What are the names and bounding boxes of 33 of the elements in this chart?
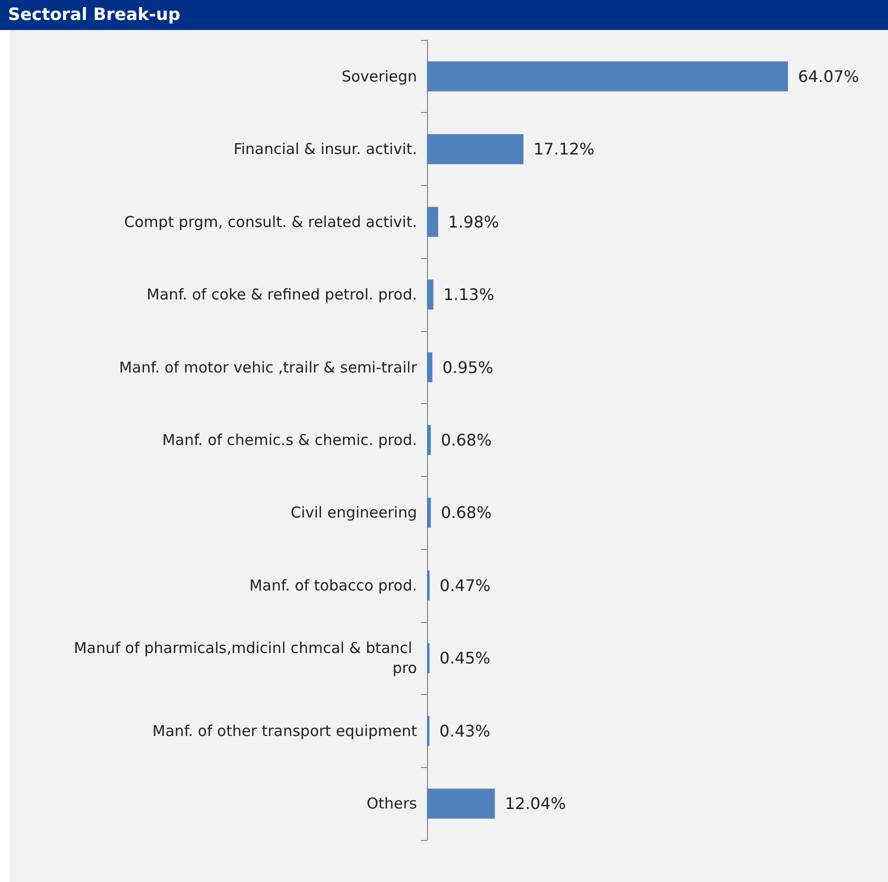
y-tick-label: Soveriegn — [342, 67, 417, 86]
data-label: 17.12% — [533, 140, 594, 159]
data-label: 0.68% — [440, 503, 492, 522]
data-label: 64.07% — [798, 66, 859, 86]
bar — [427, 788, 495, 819]
data-label: 1.98% — [448, 212, 499, 232]
y-tick-label: Manf. of other transport equipment — [152, 722, 418, 740]
bar — [427, 280, 434, 310]
y-tick-label: Manf. of coke & refined petrol. prod. — [146, 286, 417, 304]
data-label: 1.13% — [443, 285, 494, 304]
y-tick-label: Others — [366, 794, 418, 813]
y-tick-label: Manuf of pharmicals,mdicinl chmcal & btancl pro — [74, 639, 417, 678]
data-label: 0.45% — [440, 648, 490, 668]
data-label: 0.68% — [440, 430, 492, 450]
y-tick-label: Manf. of motor vehic ,trailr & semi-trailr — [119, 358, 418, 376]
data-label: 0.47% — [440, 576, 490, 595]
data-label: 0.95% — [442, 358, 494, 377]
text: Sectoral Break-up — [0, 0, 888, 30]
bar — [427, 643, 430, 674]
bar — [427, 352, 432, 382]
bar — [427, 570, 430, 600]
bar — [427, 134, 524, 164]
y-tick-label: Manf. of chemic.s & chemic. prod. — [162, 431, 417, 449]
bar — [427, 425, 431, 455]
bar — [427, 498, 431, 528]
y-tick-label: Manf. of tobacco prod. — [249, 576, 417, 594]
data-label: 0.43% — [439, 721, 490, 740]
y-tick-label: Civil engineering — [290, 504, 417, 522]
bar — [427, 206, 438, 237]
data-label: 12.04% — [504, 794, 566, 814]
y-tick-label: Financial & insur. activit. — [234, 140, 417, 158]
y-tick-label: Compt prgm, consult. & related activit. — [124, 212, 417, 231]
bar — [427, 61, 788, 92]
